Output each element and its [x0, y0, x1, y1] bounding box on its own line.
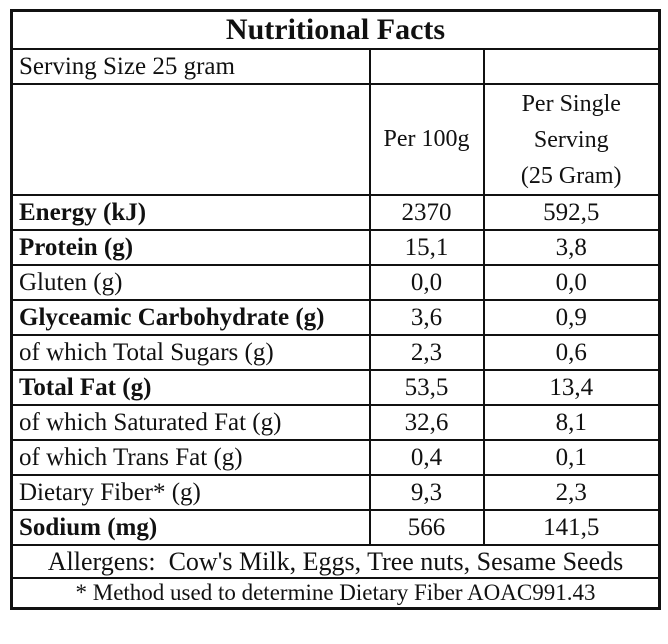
table-row-gluten: Gluten (g) 0,0 0,0 [10, 264, 661, 301]
nutrient-label: Dietary Fiber* (g) [10, 474, 371, 511]
column-header-line: Serving [533, 126, 609, 153]
table-row-energy: Energy (kJ) 2370 592,5 [10, 194, 661, 231]
nutrient-label: Sodium (mg) [10, 509, 371, 546]
value-per-serving: 0,6 [482, 334, 661, 371]
column-header-per-serving: Per Single Serving (25 Gram) [482, 83, 661, 196]
nutrient-label: Gluten (g) [10, 264, 371, 301]
nutrient-label: of which Total Sugars (g) [10, 334, 371, 371]
nutrient-label: of which Trans Fat (g) [10, 439, 371, 476]
empty-cell [482, 48, 661, 85]
value-per-serving: 0,0 [482, 264, 661, 301]
footnote-text: * Method used to determine Dietary Fiber… [10, 577, 661, 610]
table-row: Nutritional Facts [10, 9, 661, 50]
column-header-line: Per Single [521, 90, 621, 117]
value-per-100g: 0,0 [368, 264, 485, 301]
table-row-dietary-fiber: Dietary Fiber* (g) 9,3 2,3 [10, 474, 661, 511]
value-per-100g: 566 [368, 509, 485, 546]
nutrient-label: Protein (g) [10, 229, 371, 266]
nutrition-facts-table: Nutritional Facts Serving Size 25 gram P… [10, 9, 661, 610]
value-per-serving: 592,5 [482, 194, 661, 231]
table-row-allergens: Allergens: Cow's Milk, Eggs, Tree nuts, … [10, 543, 661, 580]
table-row-trans-fat: of which Trans Fat (g) 0,4 0,1 [10, 439, 661, 476]
column-header-line: (25 Gram) [520, 162, 622, 189]
value-per-serving: 0,9 [482, 299, 661, 336]
value-per-100g: 9,3 [368, 474, 485, 511]
allergens-text: Allergens: Cow's Milk, Eggs, Tree nuts, … [10, 543, 661, 580]
table-row-carbohydrate: Glyceamic Carbohydrate (g) 3,6 0,9 [10, 299, 661, 336]
value-per-100g: 2370 [368, 194, 485, 231]
nutrient-label: Glyceamic Carbohydrate (g) [10, 299, 371, 336]
nutrient-label: Total Fat (g) [10, 369, 371, 406]
table-header-row: Per 100g Per Single Serving (25 Gram) [10, 83, 661, 196]
nutrient-label: Energy (kJ) [10, 194, 371, 231]
value-per-100g: 2,3 [368, 334, 485, 371]
table-row-saturated-fat: of which Saturated Fat (g) 32,6 8,1 [10, 404, 661, 441]
value-per-serving: 2,3 [482, 474, 661, 511]
value-per-serving: 3,8 [482, 229, 661, 266]
value-per-100g: 0,4 [368, 439, 485, 476]
table-row-protein: Protein (g) 15,1 3,8 [10, 229, 661, 266]
table-row-footnote: * Method used to determine Dietary Fiber… [10, 577, 661, 610]
value-per-100g: 3,6 [368, 299, 485, 336]
value-per-100g: 15,1 [368, 229, 485, 266]
value-per-serving: 141,5 [482, 509, 661, 546]
table-row-total-sugars: of which Total Sugars (g) 2,3 0,6 [10, 334, 661, 371]
value-per-100g: 53,5 [368, 369, 485, 406]
value-per-serving: 13,4 [482, 369, 661, 406]
value-per-serving: 8,1 [482, 404, 661, 441]
nutrient-label: of which Saturated Fat (g) [10, 404, 371, 441]
table-title: Nutritional Facts [10, 9, 661, 50]
value-per-100g: 32,6 [368, 404, 485, 441]
table-row-total-fat: Total Fat (g) 53,5 13,4 [10, 369, 661, 406]
table-row: Serving Size 25 gram [10, 48, 661, 85]
serving-size-label: Serving Size 25 gram [10, 48, 371, 85]
empty-cell [368, 48, 485, 85]
empty-cell [10, 83, 371, 196]
table-row-sodium: Sodium (mg) 566 141,5 [10, 509, 661, 546]
value-per-serving: 0,1 [482, 439, 661, 476]
column-header-per-100g: Per 100g [368, 83, 485, 196]
